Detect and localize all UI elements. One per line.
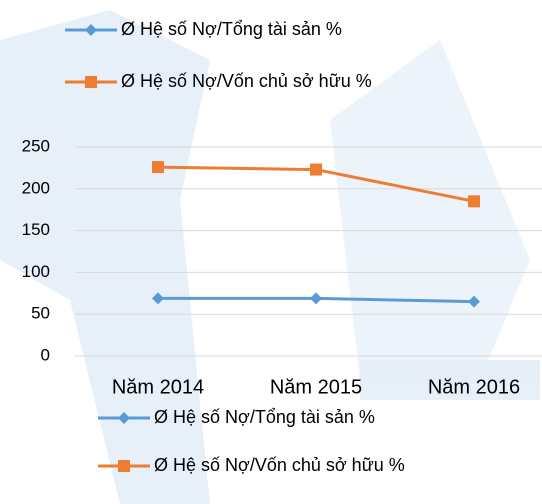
y-tick-label: 50 <box>31 304 50 323</box>
y-tick-label: 150 <box>22 220 50 239</box>
y-tick-label: 0 <box>41 345 50 364</box>
y-tick-label: 100 <box>22 262 50 281</box>
legend-marker <box>118 460 130 472</box>
legend-label: Ø Hệ số Nợ/Tổng tài sản % <box>154 407 375 427</box>
data-point <box>468 195 480 207</box>
y-tick-label: 200 <box>22 178 50 197</box>
legend-label: Ø Hệ số Nợ/Vốn chủ sở hữu % <box>154 455 405 475</box>
legend-marker <box>85 76 97 88</box>
legend-label: Ø Hệ số Nợ/Vốn chủ sở hữu % <box>121 71 372 91</box>
page: {"chart_data": {"type": "line", "categor… <box>0 0 542 504</box>
x-tick-label: Năm 2015 <box>270 376 362 398</box>
y-tick-label: 250 <box>22 136 50 155</box>
x-tick-label: Năm 2016 <box>428 376 520 398</box>
chart: 0 50 100 150 200 250 Năm 2014 Năm 2015 Năm 2016 Ø… <box>0 0 542 504</box>
data-point <box>152 161 164 173</box>
data-point <box>310 292 322 304</box>
data-point <box>310 164 322 176</box>
x-tick-label: Năm 2014 <box>112 376 204 398</box>
legend-label: Ø Hệ số Nợ/Tổng tài sản % <box>121 19 342 39</box>
